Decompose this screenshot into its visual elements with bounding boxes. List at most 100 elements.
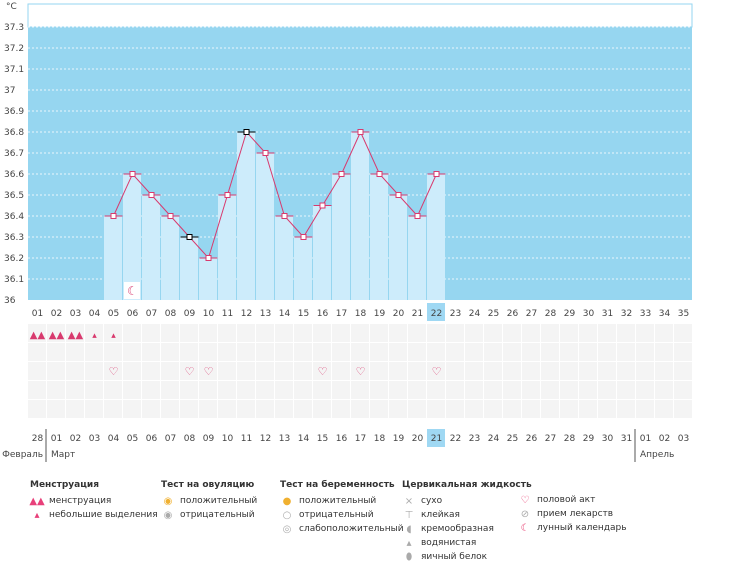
cycle-chart: ☾ °C 37.3 37.2 37.1 37 36.9 36.8 36.7 36.6 36.5 36… bbox=[2, 2, 693, 462]
heart-icon: ♡ bbox=[109, 365, 119, 378]
event-cell bbox=[389, 400, 407, 418]
event-cell bbox=[522, 362, 540, 380]
temperature-bars: ☾ bbox=[104, 132, 445, 300]
event-cell bbox=[389, 381, 407, 399]
legend-ovulation-test: Тест на овуляцию ◉ положительный ◉ отрицат… bbox=[161, 480, 257, 522]
event-cell bbox=[332, 343, 350, 361]
legend-label: менструация bbox=[49, 496, 112, 506]
cycle-day-label: 30 bbox=[583, 309, 595, 319]
event-cell bbox=[275, 362, 293, 380]
event-cell bbox=[294, 362, 312, 380]
cycle-day-label: 13 bbox=[260, 309, 271, 319]
event-cell bbox=[256, 362, 274, 380]
month-label: Февраль bbox=[2, 450, 43, 460]
event-cell bbox=[123, 343, 141, 361]
event-cell bbox=[617, 324, 635, 342]
temperature-point bbox=[281, 213, 288, 219]
event-cell bbox=[85, 362, 103, 380]
calendar-date-label: 08 bbox=[184, 434, 196, 444]
event-cell bbox=[237, 343, 255, 361]
temperature-bar bbox=[370, 174, 388, 300]
event-cell bbox=[142, 362, 160, 380]
event-cell bbox=[180, 381, 198, 399]
calendar-date-label: 27 bbox=[545, 434, 556, 444]
event-cell bbox=[256, 381, 274, 399]
event-cell bbox=[484, 343, 502, 361]
temperature-bar bbox=[427, 174, 445, 300]
y-tick-label: 36.8 bbox=[4, 128, 24, 138]
temperature-point bbox=[148, 192, 155, 198]
event-cell bbox=[199, 362, 217, 380]
legend: Менструация ▲▲ менструация ▴ небольшие выд… bbox=[29, 480, 630, 580]
temperature-point bbox=[338, 171, 345, 177]
event-cell bbox=[47, 324, 65, 342]
calendar-date-label: 09 bbox=[203, 434, 215, 444]
event-cell bbox=[465, 400, 483, 418]
event-cell bbox=[503, 324, 521, 342]
temperature-point bbox=[376, 171, 383, 177]
current-date-highlight bbox=[427, 429, 445, 447]
event-cell bbox=[294, 381, 312, 399]
event-cell bbox=[66, 343, 84, 361]
event-cell bbox=[484, 400, 502, 418]
moon-icon: ☾ bbox=[520, 522, 530, 534]
event-cell bbox=[256, 343, 274, 361]
cycle-day-label: 22 bbox=[431, 309, 442, 319]
event-cell bbox=[123, 381, 141, 399]
legend-label: отрицательный bbox=[299, 510, 374, 520]
event-cell bbox=[427, 324, 445, 342]
y-tick-label: 36 bbox=[4, 296, 16, 306]
y-tick-label: 36.7 bbox=[4, 149, 24, 159]
drop-icon: ▴ bbox=[111, 331, 116, 341]
legend-item: × сухо bbox=[402, 494, 532, 508]
y-tick-label: 36.4 bbox=[4, 212, 24, 222]
event-cell bbox=[465, 381, 483, 399]
legend-other: ♡ половой акт ⊘ прием лекарств ☾ лунный кал… bbox=[518, 493, 627, 535]
event-cell bbox=[446, 324, 464, 342]
event-cell bbox=[237, 362, 255, 380]
temperature-bar bbox=[199, 258, 217, 300]
cycle-day-label: 19 bbox=[374, 309, 386, 319]
event-cell bbox=[275, 400, 293, 418]
event-cell bbox=[218, 362, 236, 380]
temperature-point bbox=[243, 129, 250, 135]
event-cell bbox=[408, 381, 426, 399]
cycle-day-label: 27 bbox=[526, 309, 537, 319]
calendar-date-label: 15 bbox=[317, 434, 328, 444]
legend-label: лунный календарь bbox=[537, 523, 627, 533]
event-cell bbox=[503, 400, 521, 418]
event-cell bbox=[332, 324, 350, 342]
temperature-bar bbox=[123, 174, 141, 300]
legend-item: ▲▲ менструация bbox=[29, 494, 158, 508]
heart-icon: ♡ bbox=[356, 365, 366, 378]
event-cell bbox=[674, 381, 692, 399]
event-cell bbox=[560, 362, 578, 380]
event-cell bbox=[389, 324, 407, 342]
drops-icon: ▲▲ bbox=[29, 495, 45, 507]
calendar-date-label: 12 bbox=[260, 434, 271, 444]
temperature-point bbox=[262, 150, 269, 156]
heart-icon: ♡ bbox=[520, 494, 530, 506]
event-cell bbox=[313, 400, 331, 418]
event-cell bbox=[161, 324, 179, 342]
event-cell bbox=[66, 324, 84, 342]
event-cell bbox=[142, 400, 160, 418]
event-cell bbox=[180, 362, 198, 380]
temperature-point bbox=[129, 171, 136, 177]
legend-item: ◎ слабоположительный bbox=[280, 522, 404, 536]
calendar-date-label: 03 bbox=[89, 434, 100, 444]
drops-icon: ▲▲ bbox=[49, 330, 65, 341]
event-cell bbox=[294, 343, 312, 361]
calendar-date-label: 01 bbox=[640, 434, 651, 444]
event-cell bbox=[674, 343, 692, 361]
legend-label: половой акт bbox=[537, 495, 596, 505]
cycle-day-label: 32 bbox=[621, 309, 632, 319]
event-cell bbox=[199, 324, 217, 342]
event-cell bbox=[85, 381, 103, 399]
event-cell bbox=[47, 343, 65, 361]
event-cell bbox=[237, 324, 255, 342]
temperature-point bbox=[110, 213, 117, 219]
cycle-day-label: 09 bbox=[184, 309, 196, 319]
event-cell bbox=[598, 362, 616, 380]
cycle-day-label: 02 bbox=[51, 309, 62, 319]
